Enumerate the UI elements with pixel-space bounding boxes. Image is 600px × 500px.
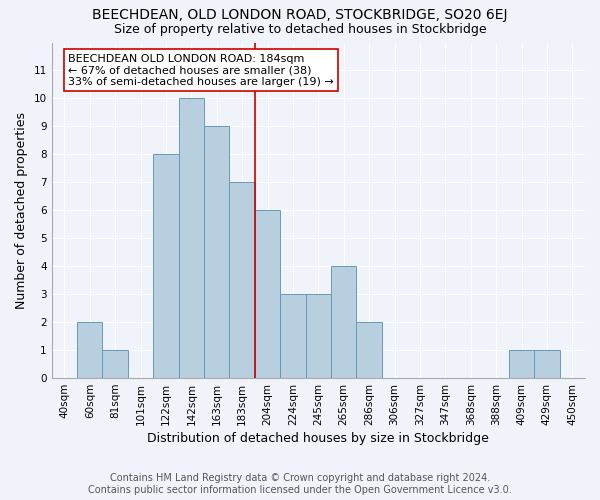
Bar <box>280 294 305 378</box>
Text: Size of property relative to detached houses in Stockbridge: Size of property relative to detached ho… <box>113 22 487 36</box>
Bar <box>255 210 280 378</box>
Bar <box>179 98 204 378</box>
Bar <box>103 350 128 378</box>
Bar <box>356 322 382 378</box>
Text: BEECHDEAN, OLD LONDON ROAD, STOCKBRIDGE, SO20 6EJ: BEECHDEAN, OLD LONDON ROAD, STOCKBRIDGE,… <box>92 8 508 22</box>
Bar <box>153 154 179 378</box>
Y-axis label: Number of detached properties: Number of detached properties <box>15 112 28 309</box>
Bar <box>229 182 255 378</box>
Text: BEECHDEAN OLD LONDON ROAD: 184sqm
← 67% of detached houses are smaller (38)
33% : BEECHDEAN OLD LONDON ROAD: 184sqm ← 67% … <box>68 54 334 87</box>
Text: Contains HM Land Registry data © Crown copyright and database right 2024.
Contai: Contains HM Land Registry data © Crown c… <box>88 474 512 495</box>
Bar <box>305 294 331 378</box>
Bar <box>77 322 103 378</box>
X-axis label: Distribution of detached houses by size in Stockbridge: Distribution of detached houses by size … <box>148 432 489 445</box>
Bar <box>204 126 229 378</box>
Bar <box>331 266 356 378</box>
Bar <box>534 350 560 378</box>
Bar <box>509 350 534 378</box>
